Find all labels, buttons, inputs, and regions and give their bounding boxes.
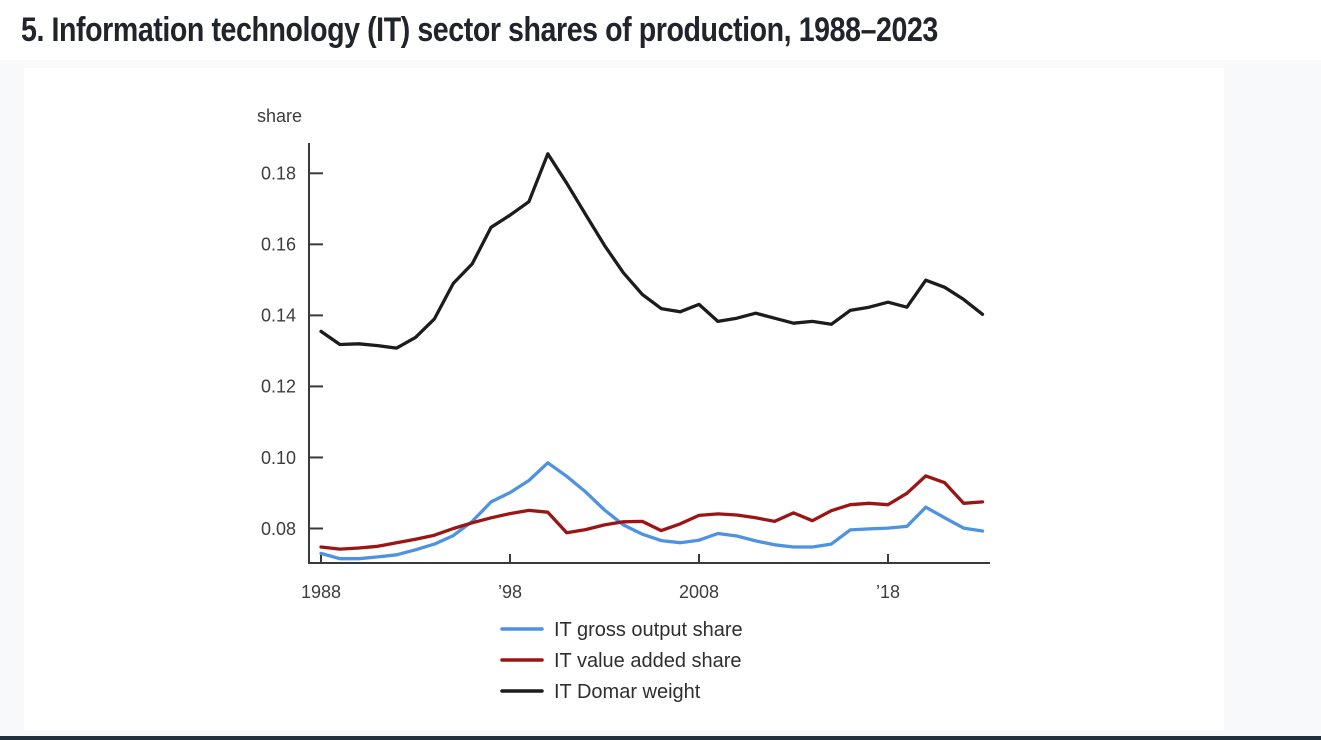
figure-title: 5. Information technology (IT) sector sh… [21, 10, 938, 49]
x-tick-label: ’98 [498, 582, 522, 602]
y-tick-label: 0.14 [261, 306, 296, 326]
y-tick-label: 0.16 [261, 235, 296, 255]
series-line-it-domar-weight [319, 152, 985, 350]
y-tick-label: 0.10 [261, 448, 296, 468]
line-chart-canvas: 0.08 0.10 0.12 0.14 0.16 0.18 share 1988 ’98 2008… [257, 106, 990, 703]
chart-card: 0.08 0.10 0.12 0.14 0.16 0.18 share 1988 ’98 2008… [24, 68, 1224, 730]
series-line-it-value-added-share [319, 474, 985, 551]
y-tick-label: 0.18 [261, 164, 296, 184]
series-line-it-gross-output-share [319, 461, 985, 561]
y-tick-label: 0.12 [261, 377, 296, 397]
x-tick-label: 2008 [679, 582, 719, 602]
x-tick-label: ’18 [876, 582, 900, 602]
legend-label: IT Domar weight [554, 681, 701, 703]
y-tick-label: 0.08 [261, 519, 296, 539]
x-tick-label: 1988 [301, 582, 341, 602]
y-axis-title: share [257, 106, 302, 126]
legend-label: IT value added share [554, 650, 742, 672]
legend-label: IT gross output share [554, 619, 743, 641]
axis-lines [308, 143, 990, 564]
title-bar: 5. Information technology (IT) sector sh… [0, 0, 1321, 60]
footer-edge [0, 736, 1321, 740]
